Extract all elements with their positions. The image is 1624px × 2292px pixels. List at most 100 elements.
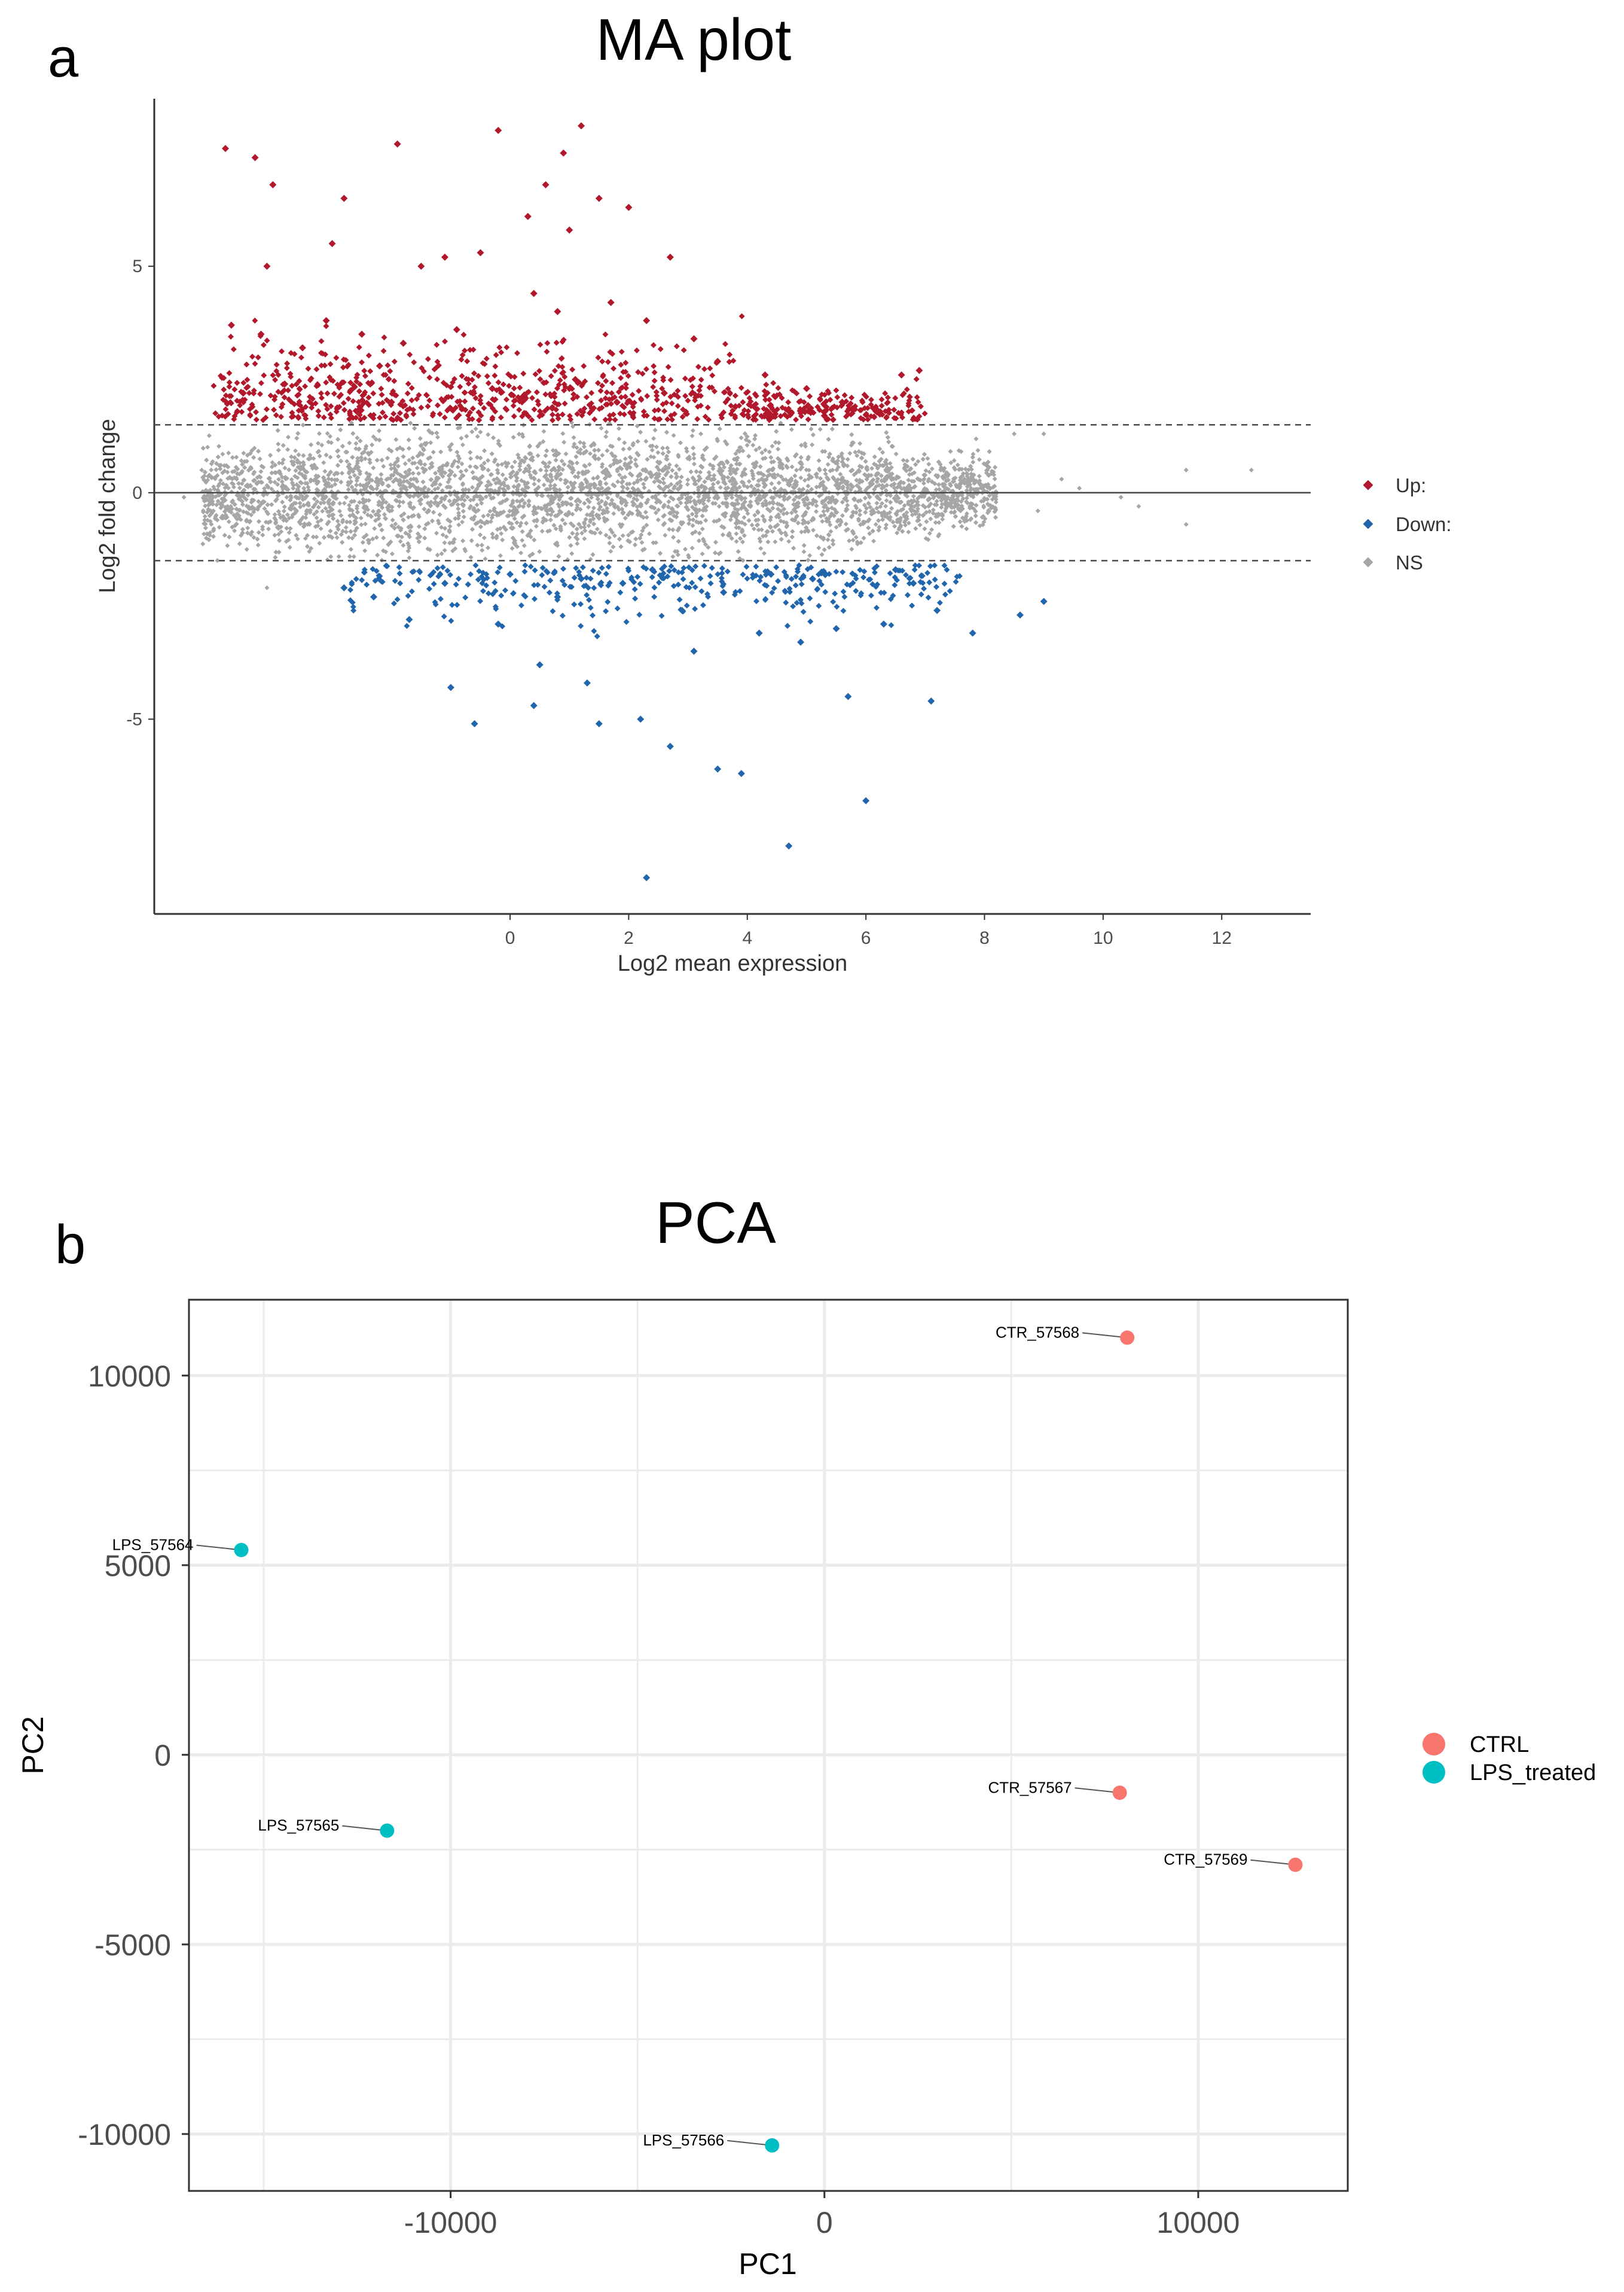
ma-ns-point [942, 508, 948, 514]
ma-ns-point [314, 509, 319, 514]
ma-ns-point [542, 474, 547, 479]
ma-ns-point [312, 511, 317, 517]
ma-ns-point [851, 496, 857, 502]
ma-ns-point [518, 550, 524, 556]
ma-ns-point [742, 431, 747, 436]
ma-ns-point [686, 521, 692, 526]
ma-ns-point [375, 553, 380, 558]
ma-ns-point [975, 447, 981, 453]
ma-ns-point [440, 474, 445, 479]
ma-ns-point [757, 497, 762, 502]
ma-ns-point [678, 500, 683, 505]
ma-ns-point [759, 450, 765, 455]
ma-ns-point [474, 502, 480, 508]
ma-ns-point [216, 444, 222, 449]
ma-ns-point [756, 445, 762, 450]
ma-ns-point [347, 519, 353, 525]
ma-ns-point [353, 487, 358, 493]
ma-ns-point [769, 481, 774, 486]
ma-ns-point [805, 505, 811, 511]
ma-ns-point [735, 549, 741, 554]
ma-ns-point [868, 504, 873, 510]
ma-ns-point [592, 484, 597, 490]
ma-ns-point [667, 517, 673, 522]
ma-ns-point [641, 481, 646, 487]
ma-ns-point [552, 483, 557, 488]
ma-ns-point [476, 477, 481, 483]
ma-ns-point [737, 449, 742, 454]
ma-ns-point [722, 474, 727, 480]
ma-ns-point [603, 532, 609, 538]
ma-ns-point [530, 455, 535, 460]
ma-ns-point [658, 479, 663, 484]
ma-ns-point [578, 447, 583, 452]
ma-ns-point [355, 458, 361, 464]
ma-ns-point [434, 494, 439, 499]
ma-ns-point [898, 517, 903, 523]
ma-ns-point [460, 519, 465, 525]
ma-ns-point [455, 502, 460, 507]
ma-ns-point [563, 451, 569, 456]
ma-ns-point [718, 485, 723, 490]
ma-ns-point [693, 507, 698, 512]
ma-ns-point [279, 529, 284, 534]
ma-ns-point [326, 476, 331, 481]
ma-ns-point [694, 469, 699, 474]
ma-ns-point [370, 442, 375, 447]
ma-ns-point [746, 478, 752, 484]
ma-ns-point [716, 504, 722, 509]
ma-ns-point [746, 518, 752, 523]
ma-ns-point [818, 476, 823, 481]
ma-ns-point [947, 481, 953, 487]
ma-ns-point [469, 429, 475, 434]
ma-ns-point [343, 525, 349, 530]
ma-ns-point [712, 519, 717, 524]
ma-ns-point [328, 528, 333, 534]
ma-ns-point [326, 519, 331, 525]
ma-ns-point [200, 508, 206, 513]
ma-ns-point [389, 523, 395, 529]
ma-ns-point [257, 456, 262, 462]
ma-ns-point [276, 477, 282, 482]
ma-ns-point [306, 456, 311, 462]
ma-plot-area [153, 99, 1311, 915]
ma-ns-point [993, 499, 999, 505]
ma-ns-point [509, 464, 515, 470]
ma-ns-point [383, 516, 388, 521]
ma-ns-point [460, 442, 465, 447]
ma-ns-point [819, 552, 825, 557]
ma-ns-point [473, 426, 478, 431]
ma-ns-point [910, 456, 915, 462]
ma-ns-point [379, 528, 384, 533]
ma-ns-point [762, 447, 768, 453]
ma-ns-point [582, 536, 587, 541]
ma-ns-point [239, 458, 244, 464]
ma-ns-point [574, 461, 579, 466]
ma-ns-point [962, 519, 967, 524]
ma-ns-point [432, 501, 437, 506]
ma-ns-point [588, 451, 593, 456]
ma-ns-point [230, 499, 235, 505]
ma-ns-point [849, 547, 854, 552]
ma-ns-point [470, 470, 475, 475]
ma-ns-point [500, 499, 505, 504]
ma-ns-point [329, 440, 334, 446]
ma-ns-point [543, 453, 548, 458]
ma-ns-point [886, 439, 892, 444]
ma-ns-point [920, 456, 926, 462]
ma-ns-point [352, 532, 358, 538]
ma-ns-point [459, 461, 465, 467]
ma-ns-point [677, 467, 682, 472]
ma-ns-point [234, 477, 239, 482]
ma-ns-point [583, 464, 588, 469]
ma-ns-point [203, 525, 208, 531]
ma-ns-point [697, 507, 702, 513]
ma-ns-point [651, 540, 656, 545]
ma-ns-point [487, 508, 493, 514]
ma-ns-point [834, 510, 840, 515]
ma-ns-point [291, 486, 296, 491]
ma-ns-point [776, 506, 781, 511]
ma-ns-point [232, 528, 237, 534]
ma-ns-point [255, 542, 261, 548]
ma-ns-point [390, 479, 396, 484]
